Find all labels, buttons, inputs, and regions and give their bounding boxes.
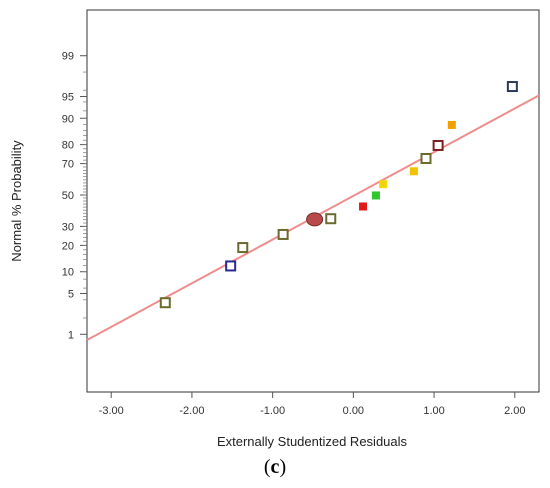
figure-caption: (c) xyxy=(264,456,286,478)
data-point-square xyxy=(325,213,337,225)
y-tick-label: 10 xyxy=(62,267,74,279)
data-point-filled-square xyxy=(379,180,388,189)
data-point-square xyxy=(420,152,432,164)
data-point-filled-square xyxy=(371,191,380,200)
y-tick-label: 80 xyxy=(62,140,74,152)
data-point-square xyxy=(506,81,518,93)
x-tick-label: 1.00 xyxy=(423,405,444,417)
data-point-filled-square xyxy=(409,167,418,176)
y-tick-label: 99 xyxy=(62,51,74,63)
data-point-circle xyxy=(306,212,324,227)
y-tick-label: 90 xyxy=(62,113,74,125)
data-point-square xyxy=(225,260,237,272)
x-axis-title: Externally Studentized Residuals xyxy=(217,434,408,449)
x-tick-label: -2.00 xyxy=(179,405,204,417)
caption-letter: c xyxy=(271,456,280,478)
y-tick-label: 20 xyxy=(62,240,74,252)
x-tick-label: -1.00 xyxy=(260,405,285,417)
y-tick-label: 95 xyxy=(62,92,74,104)
x-axis-ticks: -3.00 -2.00 -1.00 0.00 1.00 2.00 xyxy=(99,392,525,417)
data-points xyxy=(159,81,518,309)
data-point-square xyxy=(432,139,444,151)
data-point-filled-square xyxy=(359,202,368,211)
y-axis-ticks: 1 5 10 20 30 50 70 80 90 95 99 xyxy=(62,51,87,341)
y-tick-label: 1 xyxy=(68,329,74,341)
y-tick-label: 70 xyxy=(62,159,74,171)
plot-frame xyxy=(86,9,540,393)
y-axis-title: Normal % Probability xyxy=(9,140,24,262)
data-point-square xyxy=(159,297,171,309)
y-tick-label: 50 xyxy=(62,190,74,202)
data-point-square xyxy=(237,242,249,254)
x-tick-label: 2.00 xyxy=(504,405,525,417)
caption-open: ( xyxy=(264,456,271,478)
x-tick-label: 0.00 xyxy=(343,405,364,417)
data-point-square xyxy=(277,228,289,240)
caption-close: ) xyxy=(279,456,286,478)
y-tick-label: 5 xyxy=(68,288,74,300)
data-point-filled-square xyxy=(447,120,456,129)
y-tick-label: 30 xyxy=(62,221,74,233)
x-tick-label: -3.00 xyxy=(99,405,124,417)
